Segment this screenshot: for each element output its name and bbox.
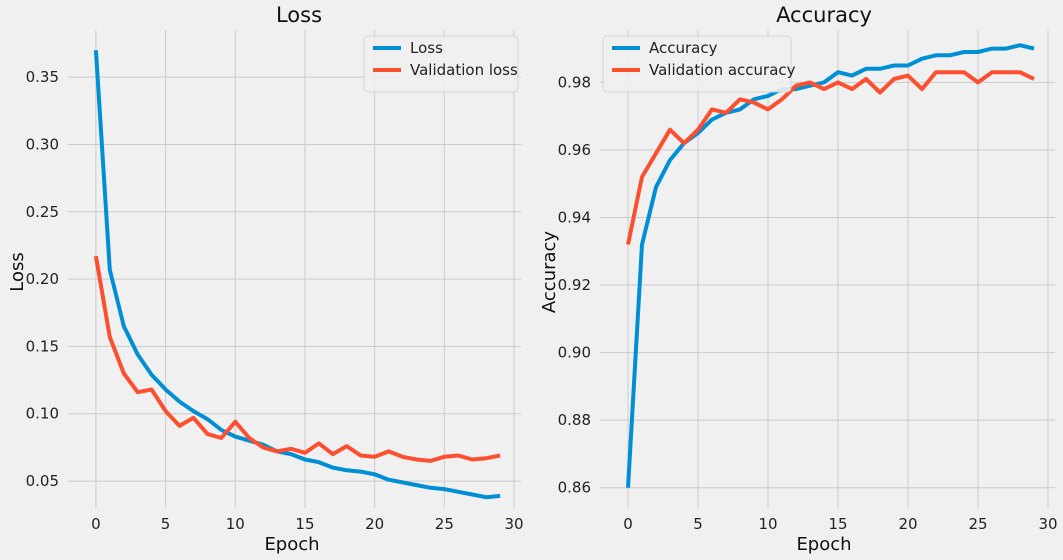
accuracy-x-tick-label: 10 [758,515,777,533]
accuracy-x-tick-label: 0 [623,515,633,533]
accuracy-y-tick-label: 0.96 [558,141,591,159]
accuracy-y-tick-label: 0.92 [558,276,591,294]
loss-legend-label: Loss [410,39,443,57]
loss-x-tick-label: 0 [91,515,101,533]
loss-x-tick-label: 10 [226,515,245,533]
accuracy-plot-lines [626,43,1035,488]
accuracy-y-tick-label: 0.98 [558,73,591,91]
validation-loss-legend-label: Validation loss [410,61,518,79]
loss-chart: Loss Epoch Loss 0 5 10 15 20 25 30 0.05 0.10 0.15… [7,3,524,555]
accuracy-x-tick-label: 5 [693,515,703,533]
accuracy-y-tick-label: 0.88 [558,411,591,429]
accuracy-legend: Accuracy Validation accuracy [602,35,796,93]
loss-line [93,50,501,500]
loss-x-tick-label: 5 [161,515,171,533]
accuracy-legend-box [602,35,792,93]
loss-grid [68,30,521,508]
accuracy-x-axis-label: Epoch [796,534,851,555]
validation-accuracy-legend-label: Validation accuracy [649,61,796,79]
loss-x-tick-label: 15 [295,515,314,533]
accuracy-x-tick-label: 15 [828,515,847,533]
accuracy-y-tick-label: 0.90 [558,344,591,362]
loss-plot-lines [93,50,501,500]
loss-x-tick-label: 30 [504,515,523,533]
accuracy-x-tick-label: 30 [1038,515,1057,533]
accuracy-ticks: 0 5 10 15 20 25 30 0.86 0.88 0.90 0.92 0.94 0.96 0.98 [558,73,1058,533]
validation-loss-line [93,255,501,463]
loss-y-tick-label: 0.30 [26,135,59,153]
loss-ticks: 0 5 10 15 20 25 30 0.05 0.10 0.15 0.20 0.25 0.30 0.35 [26,68,524,533]
loss-y-tick-label: 0.20 [26,270,59,288]
loss-x-tick-label: 20 [365,515,384,533]
accuracy-legend-label: Accuracy [649,39,718,57]
accuracy-y-axis-label: Accuracy [539,231,560,314]
loss-y-axis-label: Loss [7,252,28,291]
loss-y-tick-label: 0.25 [26,203,59,221]
loss-y-tick-label: 0.15 [26,337,59,355]
accuracy-chart: Accuracy Epoch Accuracy 0 5 10 15 20 25 30 0.86… [539,3,1058,555]
validation-accuracy-line [626,70,1035,245]
loss-legend: Loss Validation loss [363,35,519,93]
loss-y-tick-label: 0.05 [26,472,59,490]
accuracy-y-tick-label: 0.86 [558,479,591,497]
loss-x-axis-label: Epoch [264,534,319,555]
loss-legend-box [363,35,519,93]
accuracy-chart-title: Accuracy [776,3,872,27]
accuracy-x-tick-label: 25 [968,515,987,533]
loss-y-tick-label: 0.10 [26,405,59,423]
loss-x-tick-label: 25 [435,515,454,533]
loss-y-tick-label: 0.35 [26,68,59,86]
loss-chart-title: Loss [276,3,322,27]
accuracy-x-tick-label: 20 [898,515,917,533]
accuracy-y-tick-label: 0.94 [558,208,591,226]
